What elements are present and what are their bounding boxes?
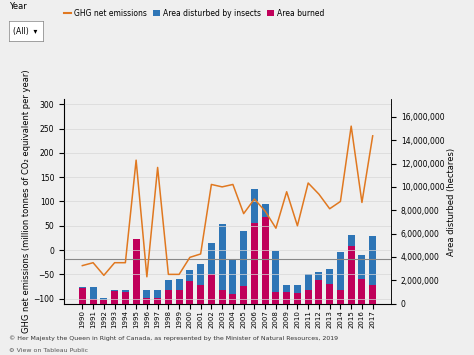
Bar — [208, 274, 215, 304]
Bar — [90, 299, 97, 304]
Bar — [165, 280, 172, 304]
Bar — [326, 284, 333, 304]
Bar — [229, 294, 237, 304]
Bar — [186, 270, 193, 304]
Bar — [143, 298, 150, 304]
Bar — [229, 259, 237, 304]
Bar — [326, 268, 333, 304]
Legend: GHG net emissions, Area disturbed by insects, Area burned: GHG net emissions, Area disturbed by ins… — [61, 6, 327, 21]
Bar — [79, 288, 86, 304]
Bar — [197, 264, 204, 304]
Text: ⚙ View on Tableau Public: ⚙ View on Tableau Public — [9, 348, 89, 353]
Text: © Her Majesty the Queen in Right of Canada, as represented by the Minister of Na: © Her Majesty the Queen in Right of Cana… — [9, 335, 338, 341]
Bar — [283, 292, 290, 304]
Bar — [305, 290, 312, 304]
Bar — [219, 290, 226, 304]
Bar — [358, 279, 365, 304]
Bar — [100, 298, 107, 304]
Bar — [143, 290, 150, 304]
Bar — [111, 290, 118, 304]
Bar — [251, 189, 258, 304]
Bar — [240, 286, 247, 304]
Bar — [315, 280, 322, 304]
Y-axis label: GHG net emissions (million tonnes of CO₂ equivalent per year): GHG net emissions (million tonnes of CO₂… — [22, 70, 31, 333]
Bar — [197, 285, 204, 304]
Bar — [154, 290, 161, 304]
Bar — [273, 292, 279, 304]
Bar — [208, 243, 215, 304]
Bar — [294, 293, 301, 304]
Bar — [337, 252, 344, 304]
Bar — [294, 285, 301, 304]
Bar — [133, 288, 140, 304]
Bar — [100, 300, 107, 304]
Bar — [337, 290, 344, 304]
Bar — [262, 217, 269, 304]
Bar — [122, 292, 129, 304]
Bar — [186, 282, 193, 304]
Bar — [251, 223, 258, 304]
Bar — [358, 255, 365, 304]
Bar — [283, 285, 290, 304]
Bar — [122, 290, 129, 304]
Bar — [165, 290, 172, 304]
Text: Year: Year — [9, 2, 27, 11]
Bar — [348, 246, 355, 304]
Text: (All)  ▾: (All) ▾ — [13, 27, 37, 36]
Y-axis label: Area disturbed (hectares): Area disturbed (hectares) — [447, 147, 456, 256]
Bar — [273, 251, 279, 304]
Bar — [111, 291, 118, 304]
Bar — [262, 204, 269, 304]
Bar — [315, 272, 322, 304]
Bar — [305, 274, 312, 304]
Bar — [240, 231, 247, 304]
Bar — [90, 287, 97, 304]
Bar — [369, 236, 376, 304]
Bar — [219, 224, 226, 304]
Bar — [154, 298, 161, 304]
Bar — [348, 235, 355, 304]
Bar — [176, 279, 182, 304]
Bar — [369, 285, 376, 304]
Bar — [176, 290, 182, 304]
Bar — [79, 287, 86, 304]
Bar — [133, 239, 140, 304]
